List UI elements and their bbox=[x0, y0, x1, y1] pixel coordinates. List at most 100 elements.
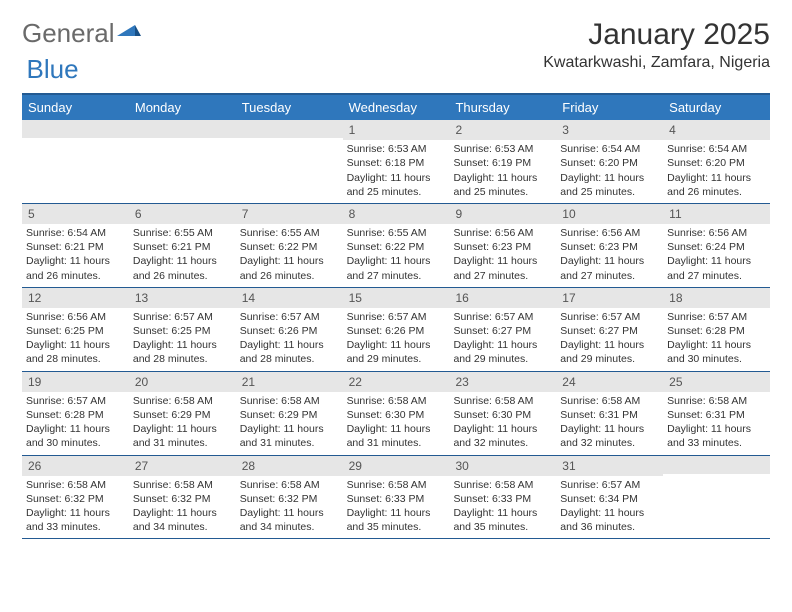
sunrise-text: Sunrise: 6:58 AM bbox=[347, 394, 446, 408]
daylight-text: Daylight: 11 hours and 30 minutes. bbox=[26, 422, 125, 450]
day-body: Sunrise: 6:58 AMSunset: 6:29 PMDaylight:… bbox=[129, 392, 236, 455]
dow-cell: Thursday bbox=[449, 95, 556, 120]
daylight-text: Daylight: 11 hours and 26 minutes. bbox=[26, 254, 125, 282]
day-number: 30 bbox=[449, 456, 556, 476]
sunrise-text: Sunrise: 6:55 AM bbox=[240, 226, 339, 240]
day-body: Sunrise: 6:56 AMSunset: 6:23 PMDaylight:… bbox=[449, 224, 556, 287]
day-body: Sunrise: 6:57 AMSunset: 6:25 PMDaylight:… bbox=[129, 308, 236, 371]
sunset-text: Sunset: 6:20 PM bbox=[667, 156, 766, 170]
sunrise-text: Sunrise: 6:55 AM bbox=[347, 226, 446, 240]
daylight-text: Daylight: 11 hours and 29 minutes. bbox=[453, 338, 552, 366]
sunrise-text: Sunrise: 6:58 AM bbox=[347, 478, 446, 492]
sunrise-text: Sunrise: 6:55 AM bbox=[133, 226, 232, 240]
sunset-text: Sunset: 6:33 PM bbox=[453, 492, 552, 506]
sunrise-text: Sunrise: 6:57 AM bbox=[133, 310, 232, 324]
sunrise-text: Sunrise: 6:57 AM bbox=[560, 478, 659, 492]
day-body: Sunrise: 6:56 AMSunset: 6:24 PMDaylight:… bbox=[663, 224, 770, 287]
day-number: 21 bbox=[236, 372, 343, 392]
daylight-text: Daylight: 11 hours and 32 minutes. bbox=[560, 422, 659, 450]
day-cell: 26Sunrise: 6:58 AMSunset: 6:32 PMDayligh… bbox=[22, 456, 129, 539]
day-number: 26 bbox=[22, 456, 129, 476]
month-title: January 2025 bbox=[543, 18, 770, 52]
daylight-text: Daylight: 11 hours and 31 minutes. bbox=[240, 422, 339, 450]
daylight-text: Daylight: 11 hours and 26 minutes. bbox=[667, 171, 766, 199]
week-row: 5Sunrise: 6:54 AMSunset: 6:21 PMDaylight… bbox=[22, 204, 770, 288]
day-number: 2 bbox=[449, 120, 556, 140]
sunrise-text: Sunrise: 6:57 AM bbox=[26, 394, 125, 408]
day-number: 1 bbox=[343, 120, 450, 140]
day-number: 6 bbox=[129, 204, 236, 224]
daylight-text: Daylight: 11 hours and 33 minutes. bbox=[26, 506, 125, 534]
day-body: Sunrise: 6:58 AMSunset: 6:30 PMDaylight:… bbox=[343, 392, 450, 455]
daylight-text: Daylight: 11 hours and 27 minutes. bbox=[347, 254, 446, 282]
day-number: 12 bbox=[22, 288, 129, 308]
brand-part1: General bbox=[22, 18, 115, 49]
day-body: Sunrise: 6:58 AMSunset: 6:31 PMDaylight:… bbox=[556, 392, 663, 455]
daylight-text: Daylight: 11 hours and 28 minutes. bbox=[133, 338, 232, 366]
sunset-text: Sunset: 6:31 PM bbox=[667, 408, 766, 422]
sunset-text: Sunset: 6:21 PM bbox=[26, 240, 125, 254]
sunrise-text: Sunrise: 6:57 AM bbox=[560, 310, 659, 324]
daylight-text: Daylight: 11 hours and 31 minutes. bbox=[133, 422, 232, 450]
daylight-text: Daylight: 11 hours and 36 minutes. bbox=[560, 506, 659, 534]
day-cell: 20Sunrise: 6:58 AMSunset: 6:29 PMDayligh… bbox=[129, 372, 236, 455]
day-body: Sunrise: 6:58 AMSunset: 6:32 PMDaylight:… bbox=[22, 476, 129, 539]
daylight-text: Daylight: 11 hours and 28 minutes. bbox=[240, 338, 339, 366]
sunset-text: Sunset: 6:18 PM bbox=[347, 156, 446, 170]
day-cell: 27Sunrise: 6:58 AMSunset: 6:32 PMDayligh… bbox=[129, 456, 236, 539]
day-body: Sunrise: 6:53 AMSunset: 6:19 PMDaylight:… bbox=[449, 140, 556, 203]
calendar: SundayMondayTuesdayWednesdayThursdayFrid… bbox=[22, 93, 770, 539]
daylight-text: Daylight: 11 hours and 27 minutes. bbox=[667, 254, 766, 282]
week-row: 1Sunrise: 6:53 AMSunset: 6:18 PMDaylight… bbox=[22, 120, 770, 204]
daylight-text: Daylight: 11 hours and 25 minutes. bbox=[347, 171, 446, 199]
sunset-text: Sunset: 6:29 PM bbox=[133, 408, 232, 422]
sunrise-text: Sunrise: 6:57 AM bbox=[453, 310, 552, 324]
day-cell bbox=[663, 456, 770, 539]
brand-logo: General bbox=[22, 18, 141, 49]
day-number: 16 bbox=[449, 288, 556, 308]
day-number bbox=[663, 456, 770, 474]
sunset-text: Sunset: 6:30 PM bbox=[453, 408, 552, 422]
day-body: Sunrise: 6:57 AMSunset: 6:27 PMDaylight:… bbox=[556, 308, 663, 371]
daylight-text: Daylight: 11 hours and 26 minutes. bbox=[133, 254, 232, 282]
day-cell: 31Sunrise: 6:57 AMSunset: 6:34 PMDayligh… bbox=[556, 456, 663, 539]
day-body: Sunrise: 6:57 AMSunset: 6:28 PMDaylight:… bbox=[22, 392, 129, 455]
day-cell: 5Sunrise: 6:54 AMSunset: 6:21 PMDaylight… bbox=[22, 204, 129, 287]
day-body: Sunrise: 6:55 AMSunset: 6:22 PMDaylight:… bbox=[236, 224, 343, 287]
sunrise-text: Sunrise: 6:53 AM bbox=[453, 142, 552, 156]
day-cell: 12Sunrise: 6:56 AMSunset: 6:25 PMDayligh… bbox=[22, 288, 129, 371]
daylight-text: Daylight: 11 hours and 29 minutes. bbox=[347, 338, 446, 366]
day-cell bbox=[129, 120, 236, 203]
day-number: 22 bbox=[343, 372, 450, 392]
sunset-text: Sunset: 6:26 PM bbox=[240, 324, 339, 338]
dow-cell: Friday bbox=[556, 95, 663, 120]
day-cell: 16Sunrise: 6:57 AMSunset: 6:27 PMDayligh… bbox=[449, 288, 556, 371]
sunset-text: Sunset: 6:25 PM bbox=[26, 324, 125, 338]
sunrise-text: Sunrise: 6:57 AM bbox=[347, 310, 446, 324]
sunset-text: Sunset: 6:29 PM bbox=[240, 408, 339, 422]
day-body: Sunrise: 6:54 AMSunset: 6:21 PMDaylight:… bbox=[22, 224, 129, 287]
day-body bbox=[129, 138, 236, 198]
day-cell: 9Sunrise: 6:56 AMSunset: 6:23 PMDaylight… bbox=[449, 204, 556, 287]
day-cell: 30Sunrise: 6:58 AMSunset: 6:33 PMDayligh… bbox=[449, 456, 556, 539]
sunset-text: Sunset: 6:26 PM bbox=[347, 324, 446, 338]
day-cell: 7Sunrise: 6:55 AMSunset: 6:22 PMDaylight… bbox=[236, 204, 343, 287]
sunrise-text: Sunrise: 6:53 AM bbox=[347, 142, 446, 156]
sunset-text: Sunset: 6:25 PM bbox=[133, 324, 232, 338]
day-body: Sunrise: 6:55 AMSunset: 6:21 PMDaylight:… bbox=[129, 224, 236, 287]
day-cell: 11Sunrise: 6:56 AMSunset: 6:24 PMDayligh… bbox=[663, 204, 770, 287]
day-cell: 14Sunrise: 6:57 AMSunset: 6:26 PMDayligh… bbox=[236, 288, 343, 371]
day-cell: 3Sunrise: 6:54 AMSunset: 6:20 PMDaylight… bbox=[556, 120, 663, 203]
sunrise-text: Sunrise: 6:58 AM bbox=[240, 478, 339, 492]
location-text: Kwatarkwashi, Zamfara, Nigeria bbox=[543, 54, 770, 72]
day-number: 23 bbox=[449, 372, 556, 392]
day-number: 19 bbox=[22, 372, 129, 392]
day-body bbox=[663, 474, 770, 534]
day-body: Sunrise: 6:58 AMSunset: 6:32 PMDaylight:… bbox=[236, 476, 343, 539]
daylight-text: Daylight: 11 hours and 34 minutes. bbox=[240, 506, 339, 534]
day-number: 29 bbox=[343, 456, 450, 476]
sunrise-text: Sunrise: 6:54 AM bbox=[560, 142, 659, 156]
sunset-text: Sunset: 6:23 PM bbox=[560, 240, 659, 254]
day-cell: 23Sunrise: 6:58 AMSunset: 6:30 PMDayligh… bbox=[449, 372, 556, 455]
dow-cell: Sunday bbox=[22, 95, 129, 120]
